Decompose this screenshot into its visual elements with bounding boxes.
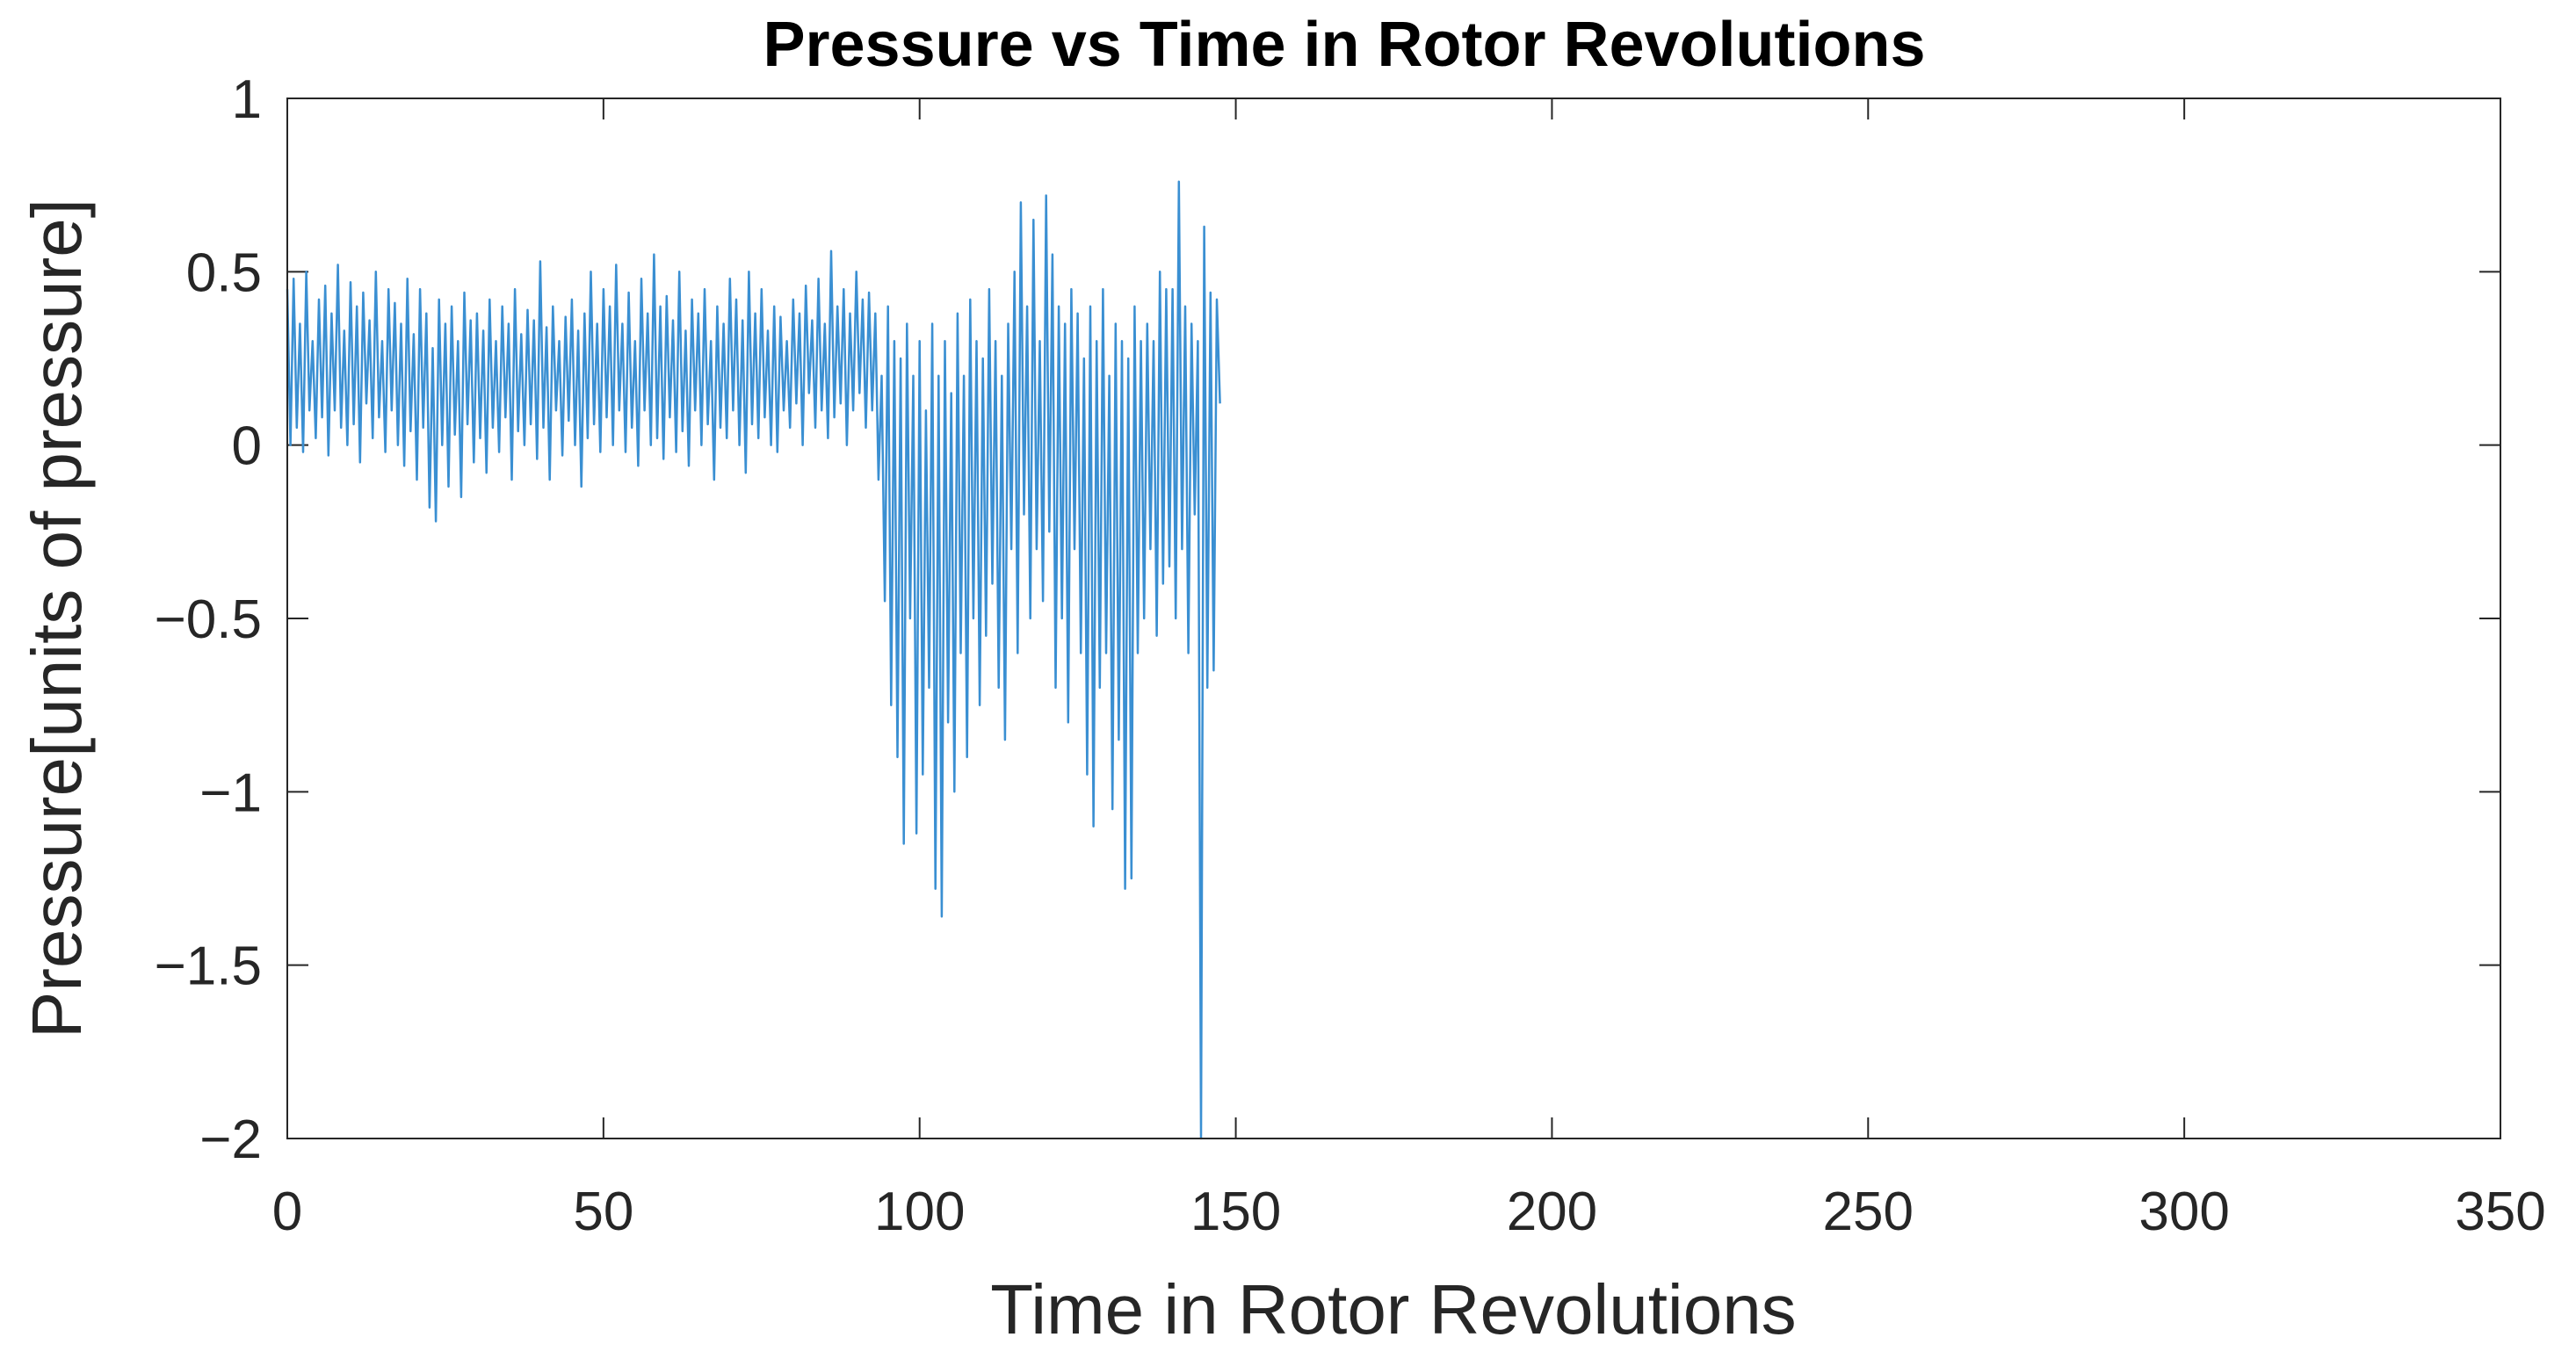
y-tick-label: −2: [199, 1110, 262, 1170]
y-tick-label: 1: [232, 69, 262, 130]
x-tick-label: 0: [272, 1182, 302, 1242]
y-tick-label: 0.5: [186, 242, 262, 303]
plot-area: [286, 180, 1221, 1140]
x-tick-label: 350: [2455, 1182, 2545, 1242]
y-tick-label: −0.5: [155, 589, 262, 650]
x-tick-label: 250: [1823, 1182, 1914, 1242]
y-tick-label: −1: [199, 763, 262, 823]
y-tick-label: 0: [232, 416, 262, 477]
y-tick-label: −1.5: [155, 936, 262, 997]
axis-ticks: 0 50 100 150 200 250 300 350 1 0.5 0 −0.5 −1 −1.5 −2: [155, 69, 2546, 1242]
axes-box: [286, 98, 2501, 1139]
series-line-pressure: [286, 180, 1221, 1140]
x-axis-label: Time in Rotor Revolutions: [990, 1270, 1796, 1348]
y-axis-label: Pressure[units of pressure]: [18, 199, 96, 1038]
x-tick-label: 200: [1507, 1182, 1597, 1242]
x-tick-label: 150: [1190, 1182, 1281, 1242]
x-tick-label: 100: [874, 1182, 965, 1242]
x-tick-label: 300: [2138, 1182, 2229, 1242]
x-tick-label: 50: [573, 1182, 633, 1242]
chart-title: Pressure vs Time in Rotor Revolutions: [763, 10, 1925, 80]
